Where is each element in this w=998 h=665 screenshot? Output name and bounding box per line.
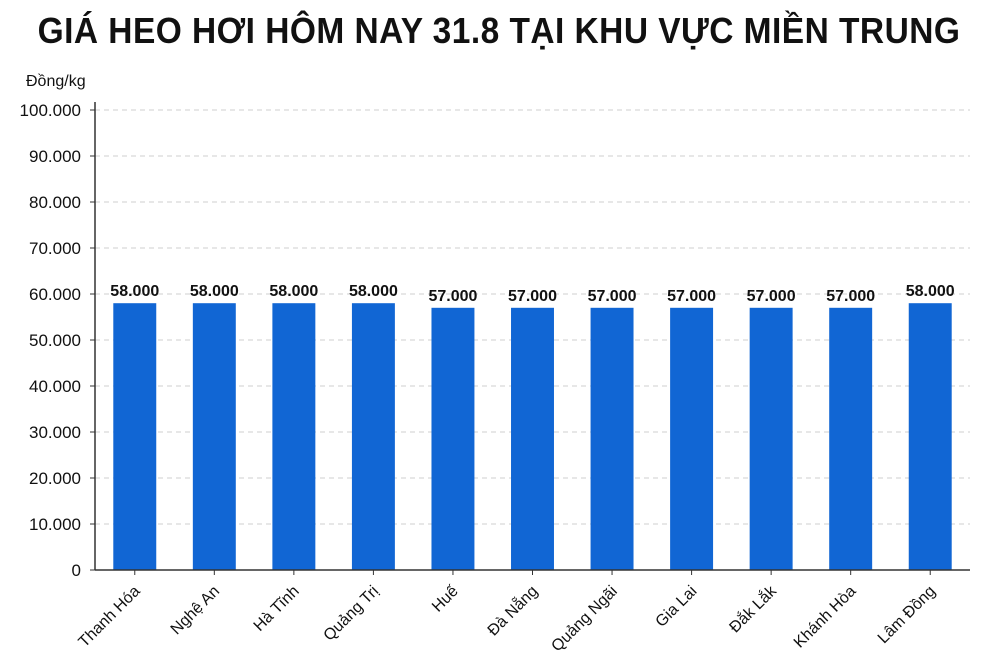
y-axis-unit-label: Đồng/kg xyxy=(26,73,86,90)
data-label: 58.000 xyxy=(110,283,159,300)
bar xyxy=(192,303,236,570)
y-tick-label: 60.000 xyxy=(29,285,81,304)
bar xyxy=(670,307,714,570)
y-tick-label: 100.000 xyxy=(20,101,81,120)
y-tick-label: 30.000 xyxy=(29,423,81,442)
data-label: 57.000 xyxy=(588,288,637,305)
data-label: 57.000 xyxy=(428,288,477,305)
data-label: 57.000 xyxy=(508,288,557,305)
y-tick-label: 90.000 xyxy=(29,147,81,166)
x-tick-label: Thanh Hóa xyxy=(76,583,144,651)
data-label: 58.000 xyxy=(906,283,955,300)
bar xyxy=(590,307,634,570)
y-tick-label: 20.000 xyxy=(29,469,81,488)
x-tick-label: Gia Lai xyxy=(653,583,701,631)
y-tick-label: 10.000 xyxy=(29,515,81,534)
data-label: 57.000 xyxy=(747,288,796,305)
x-tick-label: Nghệ An xyxy=(168,583,223,638)
bar xyxy=(511,307,554,570)
y-tick-label: 50.000 xyxy=(29,331,81,350)
x-tick-label: Đắk Lắk xyxy=(725,581,781,637)
bar xyxy=(351,303,395,570)
data-label: 58.000 xyxy=(349,283,398,300)
bars xyxy=(113,303,952,570)
x-tick-label: Quảng Ngãi xyxy=(548,583,620,655)
data-label: 57.000 xyxy=(667,288,716,305)
y-tick-label: 40.000 xyxy=(29,377,81,396)
axes xyxy=(90,102,970,575)
data-label: 57.000 xyxy=(826,288,875,305)
chart-title: GIÁ HEO HƠI HÔM NAY 31.8 TẠI KHU VỰC MIỀ… xyxy=(37,10,961,51)
bar xyxy=(908,303,952,570)
grid-lines xyxy=(95,109,970,525)
x-tick-label: Huế xyxy=(429,583,462,616)
x-tick-label: Đà Nẵng xyxy=(483,581,541,639)
bar xyxy=(431,307,475,570)
x-tick-label: Lâm Đồng xyxy=(875,583,939,647)
data-label: 58.000 xyxy=(269,283,318,300)
bar xyxy=(749,307,793,570)
data-label: 58.000 xyxy=(190,283,239,300)
y-tick-label: 80.000 xyxy=(29,193,81,212)
bar xyxy=(829,307,873,570)
bar xyxy=(113,303,157,570)
bar xyxy=(272,303,316,570)
x-tick-label: Khánh Hòa xyxy=(791,583,860,652)
y-tick-label: 70.000 xyxy=(29,239,81,258)
x-tick-label: Quảng Trị xyxy=(321,583,383,645)
labels: 0 10.000 20.000 30.000 40.000 50.000 60.000 70.… xyxy=(20,101,955,655)
y-tick-label: 0 xyxy=(72,561,81,580)
x-tick-label: Hà Tĩnh xyxy=(251,583,303,635)
